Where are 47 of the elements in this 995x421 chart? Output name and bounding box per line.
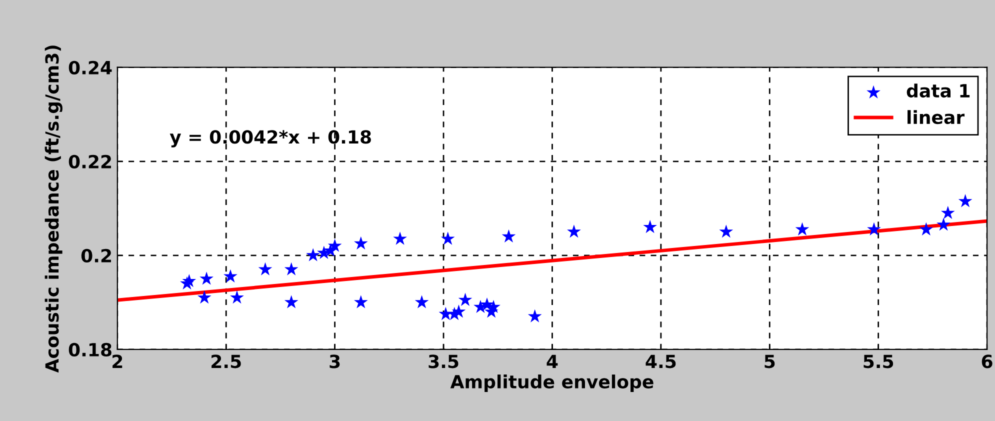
point <box>940 206 955 219</box>
point <box>440 232 455 245</box>
point <box>306 248 320 262</box>
point <box>958 194 972 208</box>
x-tick-label: 3.5 <box>428 354 458 368</box>
point <box>197 290 212 304</box>
x-tick-label: 6 <box>982 354 992 368</box>
point <box>230 290 244 304</box>
point <box>438 306 453 320</box>
point <box>224 269 238 282</box>
point <box>458 292 472 306</box>
point <box>452 304 466 318</box>
point <box>182 274 196 288</box>
x-tick-label: 2 <box>112 354 122 368</box>
point <box>328 238 342 252</box>
legend-label: data 1 <box>906 84 970 98</box>
point <box>502 229 516 242</box>
point <box>414 295 429 308</box>
x-tick-label: 2.5 <box>212 354 241 368</box>
point <box>284 262 298 276</box>
annotation: y = 0.0042*x + 0.18 <box>170 130 371 148</box>
point <box>643 220 657 234</box>
point <box>867 222 881 236</box>
y-tick-label: 0.22 <box>68 154 111 168</box>
point <box>567 224 581 238</box>
x-tick-label: 4 <box>546 354 558 368</box>
y-tick-label: 0.18 <box>68 342 112 357</box>
x-axis-title: Amplitude envelope <box>450 374 654 392</box>
point <box>284 295 298 308</box>
point <box>528 309 542 322</box>
point <box>795 222 810 236</box>
point <box>354 236 368 250</box>
legend-label: linear <box>908 110 965 124</box>
point <box>258 262 272 276</box>
point <box>919 222 934 236</box>
y-tick-label: 0.2 <box>81 248 111 263</box>
x-tick-label: 5.5 <box>864 354 894 368</box>
point <box>936 218 950 231</box>
x-tick-label: 4.5 <box>646 354 676 368</box>
x-tick-label: 5 <box>764 354 775 368</box>
x-tick-label: 3 <box>330 354 340 368</box>
point <box>354 295 368 308</box>
point <box>719 224 734 238</box>
y-tick-label: 0.24 <box>68 60 112 74</box>
point <box>200 272 214 285</box>
point <box>393 232 407 245</box>
y-axis-title: Acoustic impedance (ft/s.g/cm3) <box>44 46 62 373</box>
